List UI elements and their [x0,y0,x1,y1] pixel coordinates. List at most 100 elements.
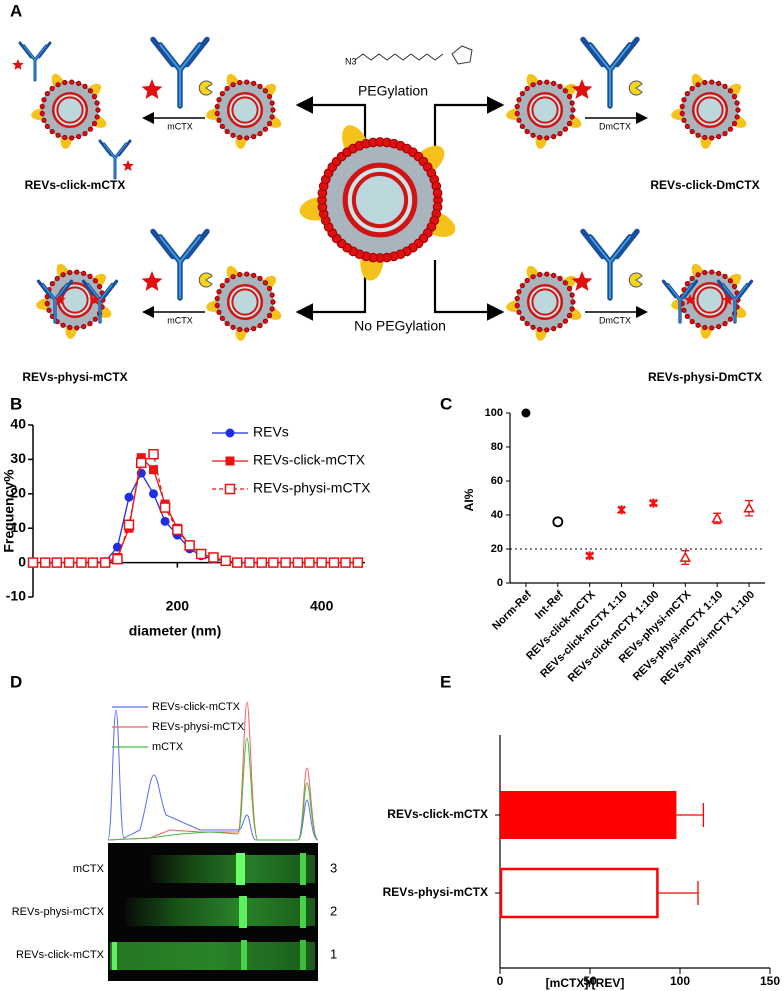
lipid-head [257,275,263,281]
lipid-head [44,300,50,307]
lipid-head [709,325,715,331]
panel-letter: D [10,672,22,691]
y-tick-label: 10 [10,519,26,535]
x-tick-label: Norm-Ref [490,588,534,632]
lipid-head [537,271,543,278]
point [292,557,304,568]
lipid-head [716,324,722,330]
lane-number: 3 [330,860,337,875]
lipid-head [216,97,222,103]
point [184,540,195,551]
lipid-head [82,83,88,89]
fluorophore [722,294,734,305]
point [172,524,183,536]
legend-label: REVs-physi-mCTX [152,721,245,733]
lipid-head [216,117,222,123]
fluorophore [12,59,24,70]
lipid-head [262,318,269,324]
lipid-head [224,128,230,135]
lipid-head [270,107,276,113]
lipid-head [92,278,99,284]
panel-letter: E [440,672,451,691]
lipid-head [735,107,741,113]
lipid-head [262,88,269,94]
ligand [198,272,213,288]
lipid-head [62,134,68,141]
lipid-head [269,114,275,120]
lipid-head [569,306,575,312]
lipid-head [537,79,543,86]
point [87,557,99,568]
bar [499,867,659,919]
lipid-head [557,323,563,329]
lane-label: REVs-physi-mCTX [12,906,105,918]
antibody [18,41,52,82]
lipid-head [92,316,99,322]
lipid-head [569,100,575,106]
y-tick-label: 40 [10,416,26,432]
lipid-head [524,85,530,92]
lipid-head [230,132,236,138]
lipid-head [62,79,68,86]
lipid-head [76,80,82,86]
lipid-head [722,321,728,327]
lipid-head [524,128,530,135]
antibody-inner [589,235,631,299]
lipid-head [67,269,73,276]
inner [61,286,89,314]
lipid-head [514,295,520,302]
antibody [81,279,119,324]
lipid-head [237,326,243,333]
antibody-inner [589,43,631,107]
lipid-head [96,283,103,290]
x-axis-label: diameter (nm) [129,623,222,639]
lipid-head [544,327,550,333]
x-tick-label: 50 [583,974,597,988]
inner [531,96,559,124]
y-axis-label: AI% [462,488,476,511]
pegylation-label: PEGylation [358,83,428,99]
y-tick-label: 100 [485,407,503,419]
lane-label: mCTX [73,863,105,875]
point [159,502,171,513]
lipid-head [257,323,263,329]
product-label: REVs-physi-mCTX [22,370,127,384]
reagent-structure [354,53,444,61]
antibody [150,36,210,109]
point [123,519,135,531]
y-tick-label: 40 [491,509,503,521]
lipid-head [551,272,557,278]
lipid-head [251,134,257,140]
lipid-head [432,188,443,198]
lipid-head [87,126,94,132]
lipid-head [49,128,55,135]
point [617,505,626,515]
inner [696,96,724,124]
point [51,557,63,568]
lipid-head [219,282,225,289]
lipid-head [216,289,222,295]
lipid-head [95,107,101,113]
lipid-head [269,292,275,298]
lipid-head [702,269,708,276]
lipid-head [219,90,225,97]
x-tick-label: 0 [497,974,504,988]
y-tick-label: 30 [10,450,26,466]
lipid-head [44,123,50,130]
point [220,555,231,567]
lipid-head [727,316,734,322]
lipid-head [702,134,708,141]
lipid-head [76,134,82,140]
lipid-head [69,79,75,85]
lipid-head [519,90,525,97]
lipid-head [569,114,575,120]
point [304,557,315,568]
point [160,516,170,526]
error-bar [676,803,705,827]
lipid-head [524,277,530,284]
vesicle [671,73,747,149]
lipid-head [519,123,525,130]
lipid-head [566,120,573,127]
antibody-inner [159,235,201,299]
